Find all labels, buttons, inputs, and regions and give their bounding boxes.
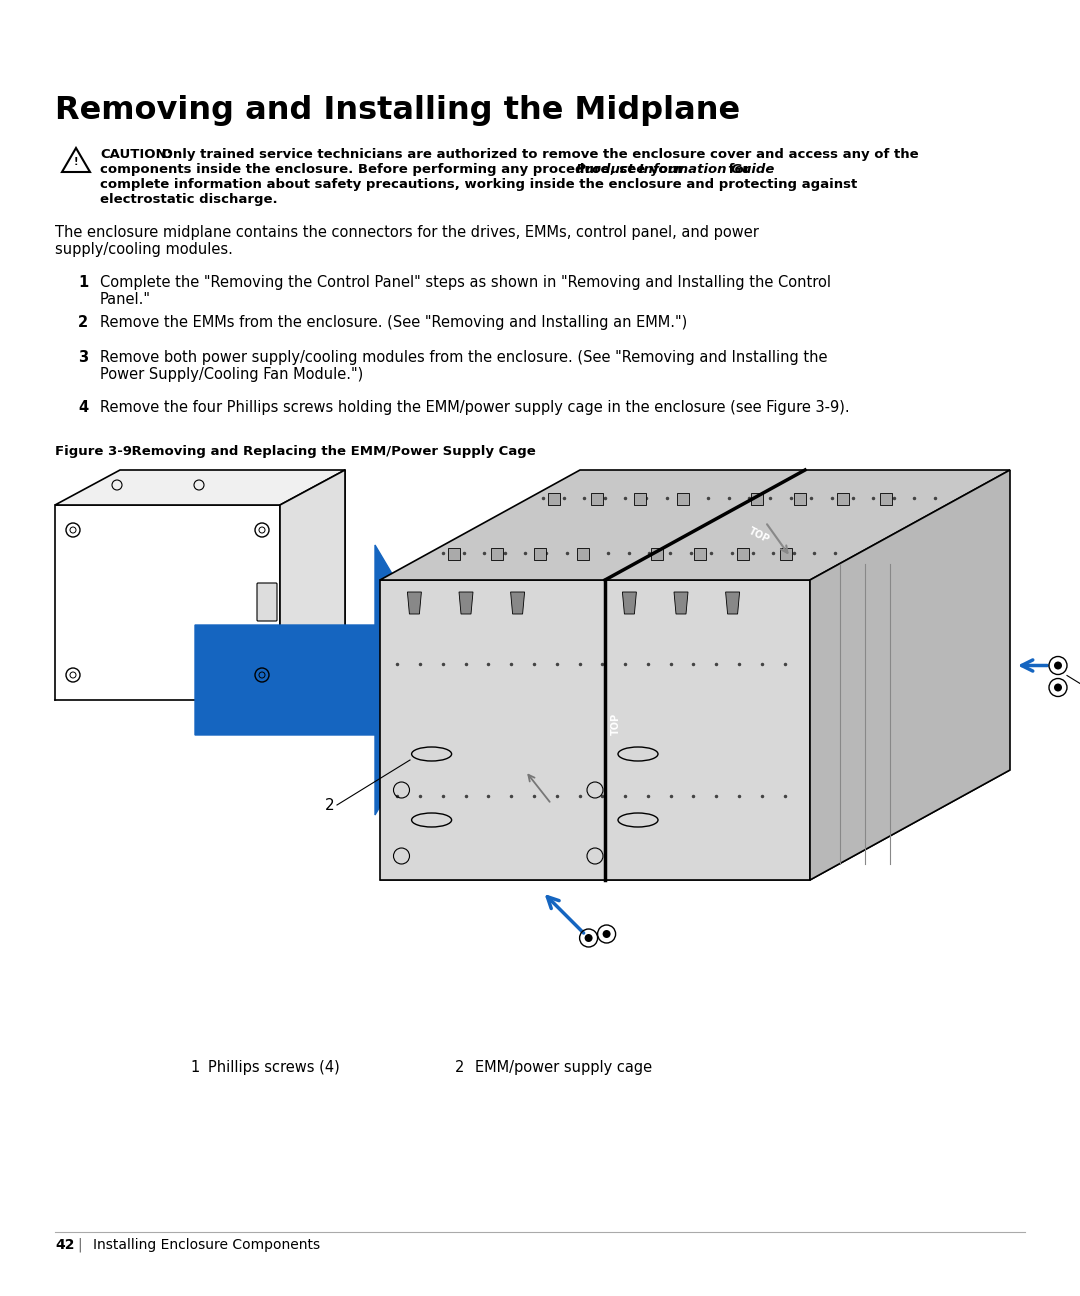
Polygon shape	[491, 548, 503, 560]
Polygon shape	[634, 492, 647, 505]
Text: Remove the four Phillips screws holding the EMM/power supply cage in the enclosu: Remove the four Phillips screws holding …	[100, 400, 850, 415]
Polygon shape	[459, 592, 473, 614]
Text: !: !	[73, 157, 78, 167]
Polygon shape	[751, 492, 762, 505]
Text: 1: 1	[190, 1060, 199, 1074]
Polygon shape	[280, 470, 345, 700]
Polygon shape	[511, 592, 525, 614]
Text: Installing Enclosure Components: Installing Enclosure Components	[93, 1238, 320, 1252]
Circle shape	[1054, 683, 1062, 692]
Text: Product Information Guide: Product Information Guide	[576, 163, 774, 176]
Text: Removing and Replacing the EMM/Power Supply Cage: Removing and Replacing the EMM/Power Sup…	[113, 445, 536, 457]
Polygon shape	[693, 548, 705, 560]
Text: Only trained service technicians are authorized to remove the enclosure cover an: Only trained service technicians are aut…	[157, 148, 919, 161]
Polygon shape	[380, 581, 810, 880]
Polygon shape	[879, 492, 891, 505]
Text: electrostatic discharge.: electrostatic discharge.	[100, 193, 278, 206]
Circle shape	[1054, 661, 1062, 670]
Polygon shape	[674, 592, 688, 614]
Polygon shape	[407, 592, 421, 614]
Polygon shape	[677, 492, 689, 505]
Circle shape	[603, 931, 610, 938]
Text: 1: 1	[78, 275, 89, 290]
Polygon shape	[578, 548, 590, 560]
Text: CAUTION:: CAUTION:	[100, 148, 172, 161]
Polygon shape	[195, 546, 455, 815]
Polygon shape	[737, 548, 748, 560]
Text: Figure 3-9.: Figure 3-9.	[55, 445, 137, 457]
Text: components inside the enclosure. Before performing any procedure, see your: components inside the enclosure. Before …	[100, 163, 689, 176]
Polygon shape	[726, 592, 740, 614]
FancyBboxPatch shape	[257, 583, 276, 621]
Polygon shape	[810, 470, 1010, 880]
Polygon shape	[380, 470, 1010, 581]
Text: Removing and Installing the Midplane: Removing and Installing the Midplane	[55, 95, 740, 126]
Polygon shape	[549, 492, 561, 505]
Text: 2: 2	[325, 797, 335, 813]
Text: 2: 2	[78, 315, 89, 330]
Text: Remove both power supply/cooling modules from the enclosure. (See "Removing and : Remove both power supply/cooling modules…	[100, 350, 827, 382]
Text: 4: 4	[78, 400, 89, 415]
Text: for: for	[724, 163, 751, 176]
Polygon shape	[780, 548, 792, 560]
Polygon shape	[55, 505, 280, 700]
Polygon shape	[794, 492, 806, 505]
Text: EMM/power supply cage: EMM/power supply cage	[475, 1060, 652, 1074]
Text: TOP: TOP	[610, 713, 621, 735]
Circle shape	[584, 934, 593, 942]
Polygon shape	[622, 592, 636, 614]
Text: |: |	[77, 1238, 82, 1252]
Polygon shape	[837, 492, 849, 505]
Polygon shape	[592, 492, 604, 505]
Text: complete information about safety precautions, working inside the enclosure and : complete information about safety precau…	[100, 178, 858, 191]
Polygon shape	[535, 548, 546, 560]
Polygon shape	[448, 548, 460, 560]
Text: Phillips screws (4): Phillips screws (4)	[208, 1060, 340, 1074]
Text: Complete the "Removing the Control Panel" steps as shown in "Removing and Instal: Complete the "Removing the Control Panel…	[100, 275, 831, 307]
Text: 42: 42	[55, 1238, 75, 1252]
Text: 2: 2	[455, 1060, 464, 1074]
Text: The enclosure midplane contains the connectors for the drives, EMMs, control pan: The enclosure midplane contains the conn…	[55, 226, 759, 258]
Polygon shape	[650, 548, 662, 560]
Polygon shape	[55, 470, 345, 505]
Text: Remove the EMMs from the enclosure. (See "Removing and Installing an EMM."): Remove the EMMs from the enclosure. (See…	[100, 315, 687, 330]
Polygon shape	[380, 770, 1010, 880]
Text: TOP: TOP	[747, 525, 771, 544]
Text: 3: 3	[78, 350, 89, 365]
